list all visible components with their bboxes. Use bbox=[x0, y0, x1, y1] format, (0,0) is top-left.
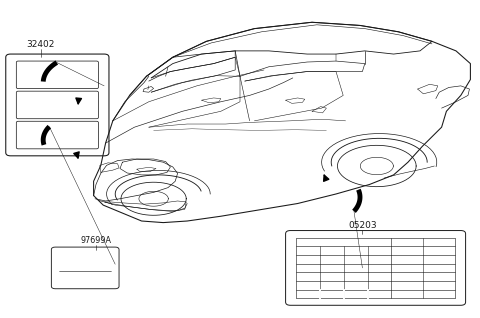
Text: 97699A: 97699A bbox=[81, 237, 111, 245]
Text: 32402: 32402 bbox=[26, 40, 55, 49]
Text: 05203: 05203 bbox=[348, 221, 377, 230]
